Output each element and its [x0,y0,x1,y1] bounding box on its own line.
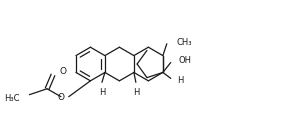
Text: OH: OH [179,56,192,65]
Text: H: H [133,88,139,97]
Text: H: H [99,88,105,97]
Text: H: H [177,76,183,85]
Text: H₃C: H₃C [4,94,19,103]
Text: CH₃: CH₃ [177,38,192,47]
Text: O: O [60,67,67,76]
Text: O: O [58,93,65,102]
